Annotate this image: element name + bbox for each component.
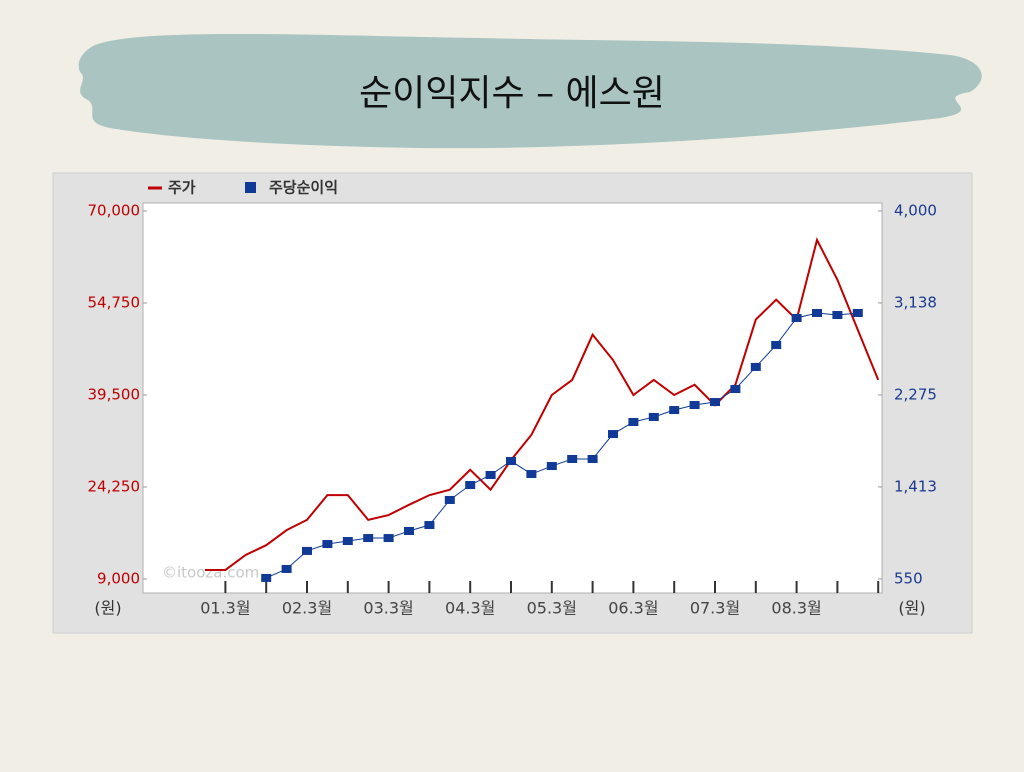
y2-tick-label: 550 [894,570,923,588]
series-line [205,237,880,571]
eps-marker [261,573,272,582]
eps-marker [648,412,659,421]
eps-marker [852,308,863,317]
x-tick-label: 01.3월 [200,599,250,618]
eps-marker [383,534,394,543]
eps-marker [363,534,374,543]
y-tick-label: 24,250 [88,478,141,496]
y-tick-label: 39,500 [88,386,141,404]
y2-tick-label: 2,275 [894,386,937,404]
legend-label: 주당순이익 [269,179,338,197]
y2-tick-label: 3,138 [894,293,937,311]
right-unit: (원) [898,599,925,618]
eps-marker [567,455,578,463]
y2-tick-label: 1,413 [894,477,937,495]
eps-marker [628,417,639,426]
x-tick-label: 02.3월 [282,599,332,618]
eps-marker [526,470,537,479]
eps-marker [812,308,822,317]
title-banner [78,34,982,149]
eps-marker [465,481,476,490]
x-tick-label: 03.3월 [363,599,413,618]
left-unit: (원) [94,599,121,618]
x-tick-label: 08.3월 [771,599,821,618]
eps-marker [587,455,598,463]
eps-marker [710,398,720,407]
eps-marker [485,471,496,479]
eps-marker [791,313,802,322]
eps-marker [608,430,618,439]
x-tick-label: 04.3월 [445,599,495,618]
eps-marker [444,495,455,504]
x-tick-label: 07.3월 [690,599,740,618]
eps-marker [730,385,741,394]
eps-marker [342,537,353,546]
eps-marker [506,457,516,466]
eps-marker [404,527,414,535]
eps-marker [302,546,312,555]
legend-marker [245,182,256,193]
eps-marker [832,311,843,319]
plot-area [142,202,883,594]
y-tick-label: 70,000 [88,202,141,220]
x-tick-label: 05.3월 [527,599,577,618]
y-tick-label: 54,750 [88,294,141,312]
watermark: ©itooza.com [162,564,259,582]
eps-marker [669,406,680,415]
eps-marker [424,521,435,530]
eps-marker [750,362,761,371]
x-tick-label: 06.3월 [608,599,658,618]
legend-label: 주가 [168,179,196,197]
y2-tick-label: 4,000 [894,202,937,220]
chart-title: 순이익지수 – 에스원 [359,73,665,114]
eps-marker [322,540,333,549]
y-tick-label: 9,000 [97,570,140,588]
eps-marker [771,340,782,349]
eps-marker [281,564,292,573]
eps-marker [689,401,700,410]
eps-marker [546,462,557,471]
